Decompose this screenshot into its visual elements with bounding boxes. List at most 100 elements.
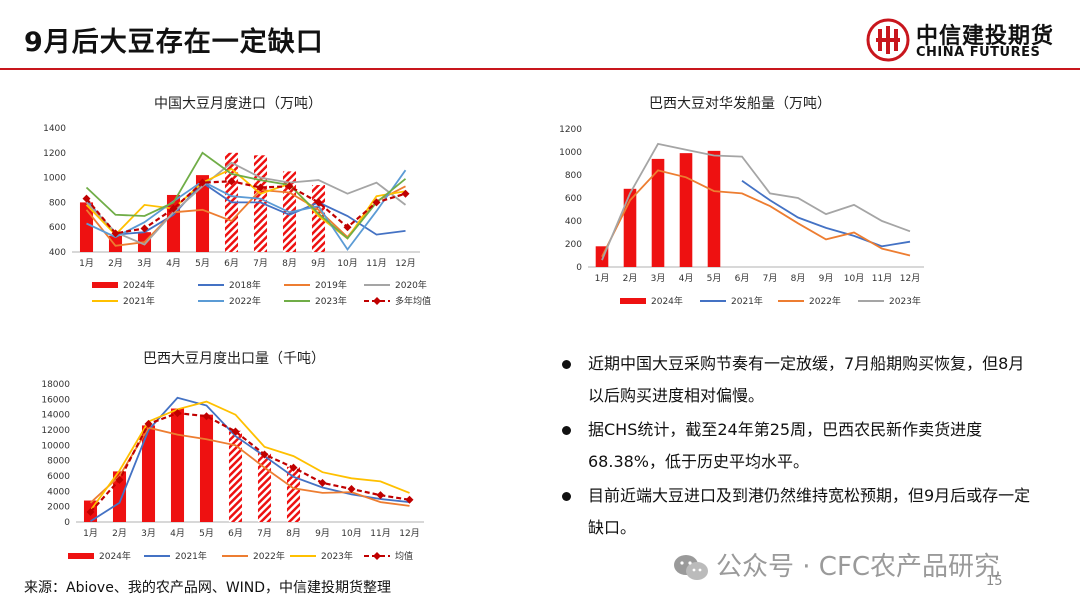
y-tick-label: 2000 bbox=[47, 503, 70, 513]
y-tick-label: 0 bbox=[576, 263, 582, 273]
x-tick-label: 7月 bbox=[253, 258, 268, 269]
y-tick-label: 1400 bbox=[43, 124, 66, 134]
series-marker bbox=[231, 427, 240, 436]
wechat-icon bbox=[674, 554, 708, 580]
legend-swatch bbox=[68, 553, 94, 559]
y-tick-label: 12000 bbox=[41, 426, 70, 436]
legend-label: 2018年 bbox=[229, 279, 261, 291]
series-marker bbox=[202, 412, 211, 421]
header-rule bbox=[0, 68, 1080, 70]
legend-label: 均值 bbox=[395, 550, 413, 562]
legend-label: 2024年 bbox=[123, 279, 155, 291]
legend-label: 多年均值 bbox=[395, 295, 431, 307]
series-line bbox=[89, 426, 410, 507]
bar bbox=[707, 150, 721, 267]
y-tick-label: 10000 bbox=[41, 441, 70, 451]
series-line bbox=[90, 396, 410, 522]
x-tick-label: 12月 bbox=[900, 273, 920, 284]
x-tick-label: 8月 bbox=[282, 258, 297, 269]
x-tick-label: 4月 bbox=[170, 528, 185, 539]
x-tick-label: 1月 bbox=[79, 258, 94, 269]
series-marker bbox=[285, 182, 294, 191]
x-tick-label: 6月 bbox=[224, 258, 239, 269]
bar bbox=[112, 471, 127, 522]
series-marker bbox=[289, 463, 298, 472]
y-tick-label: 800 bbox=[565, 171, 582, 181]
page-title: 9月后大豆存在一定缺口 bbox=[24, 27, 324, 58]
series-line bbox=[601, 142, 911, 261]
y-tick-label: 400 bbox=[565, 217, 582, 227]
chart-title: 巴西大豆对华发船量（万吨） bbox=[649, 96, 831, 112]
x-tick-label: 7月 bbox=[763, 273, 778, 284]
x-tick-label: 9月 bbox=[819, 273, 834, 284]
x-tick-label: 3月 bbox=[141, 528, 156, 539]
series-marker bbox=[314, 198, 323, 207]
watermark: 公众号 · CFC农产品研究 bbox=[672, 546, 1000, 583]
chart-brazil-shipments: 巴西大豆对华发船量（万吨） 0 200 400 600 800 1000 1200 1月 2月 3月… bbox=[559, 96, 924, 307]
bar bbox=[195, 175, 210, 252]
series-line bbox=[601, 169, 911, 258]
bullet-item: 近期中国大豆采购节奏有一定放缓，7月船期购买恢复，但8月以后购买进度相对偏慢。 bbox=[560, 348, 1040, 412]
logo-icon bbox=[866, 18, 910, 62]
legend-label: 2021年 bbox=[175, 550, 207, 562]
legend-label: 2021年 bbox=[731, 295, 763, 307]
x-tick-label: 3月 bbox=[137, 258, 152, 269]
y-tick-label: 4000 bbox=[47, 487, 70, 497]
logo-chinese-name: 中信建投期货 bbox=[916, 24, 1055, 49]
chart-title: 中国大豆月度进口（万吨） bbox=[154, 96, 322, 112]
legend-label: 2022年 bbox=[229, 295, 261, 307]
x-tick-label: 9月 bbox=[311, 258, 326, 269]
series-marker bbox=[111, 229, 120, 238]
legend-label: 2024年 bbox=[99, 550, 131, 562]
bar bbox=[651, 158, 665, 267]
series-marker bbox=[347, 485, 356, 494]
x-tick-label: 2月 bbox=[108, 258, 123, 269]
y-tick-label: 200 bbox=[565, 240, 582, 250]
y-tick-label: 1000 bbox=[559, 148, 582, 158]
legend-swatch bbox=[92, 282, 118, 288]
chart-title: 巴西大豆月度出口量（千吨） bbox=[143, 351, 325, 367]
bar bbox=[141, 425, 156, 522]
x-tick-label: 5月 bbox=[195, 258, 210, 269]
x-tick-label: 5月 bbox=[199, 528, 214, 539]
series-marker bbox=[372, 198, 381, 207]
x-tick-label: 11月 bbox=[366, 258, 386, 269]
series-marker bbox=[256, 183, 265, 192]
series-line bbox=[85, 180, 406, 235]
x-tick-label: 12月 bbox=[395, 258, 415, 269]
series-marker bbox=[260, 450, 269, 459]
x-tick-label: 11月 bbox=[370, 528, 390, 539]
series-line bbox=[741, 180, 911, 248]
series-line bbox=[85, 181, 406, 236]
y-tick-label: 6000 bbox=[47, 472, 70, 482]
series-marker bbox=[343, 223, 352, 232]
brand-logo: 中信建投期货 CHINA FUTURES bbox=[866, 18, 1066, 64]
series-marker bbox=[82, 194, 91, 203]
x-tick-label: 9月 bbox=[315, 528, 330, 539]
legend-label: 2020年 bbox=[395, 279, 427, 291]
bar bbox=[679, 153, 693, 267]
x-tick-label: 2月 bbox=[623, 273, 638, 284]
y-tick-label: 800 bbox=[49, 198, 66, 208]
logo-english-name: CHINA FUTURES bbox=[916, 45, 1041, 60]
series-line bbox=[86, 169, 407, 252]
legend-label: 2022年 bbox=[253, 550, 285, 562]
bar bbox=[108, 235, 123, 252]
y-tick-label: 18000 bbox=[41, 380, 70, 390]
bullet-list: 近期中国大豆采购节奏有一定放缓，7月船期购买恢复，但8月以后购买进度相对偏慢。 … bbox=[560, 348, 1040, 546]
x-tick-label: 4月 bbox=[166, 258, 181, 269]
x-tick-label: 6月 bbox=[228, 528, 243, 539]
y-tick-label: 400 bbox=[49, 248, 66, 258]
series-line bbox=[85, 161, 407, 246]
y-tick-label: 600 bbox=[565, 194, 582, 204]
series-marker bbox=[173, 409, 182, 418]
x-tick-label: 1月 bbox=[83, 528, 98, 539]
x-tick-label: 3月 bbox=[651, 273, 666, 284]
x-tick-label: 6月 bbox=[735, 273, 750, 284]
series-line bbox=[89, 411, 410, 513]
y-tick-label: 1200 bbox=[43, 149, 66, 159]
series-line bbox=[85, 151, 407, 240]
legend-label: 2024年 bbox=[651, 295, 683, 307]
legend-marker bbox=[373, 552, 381, 560]
x-tick-label: 12月 bbox=[399, 528, 419, 539]
